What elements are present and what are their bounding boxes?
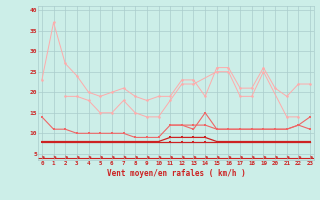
X-axis label: Vent moyen/en rafales ( km/h ): Vent moyen/en rafales ( km/h ) — [107, 169, 245, 178]
